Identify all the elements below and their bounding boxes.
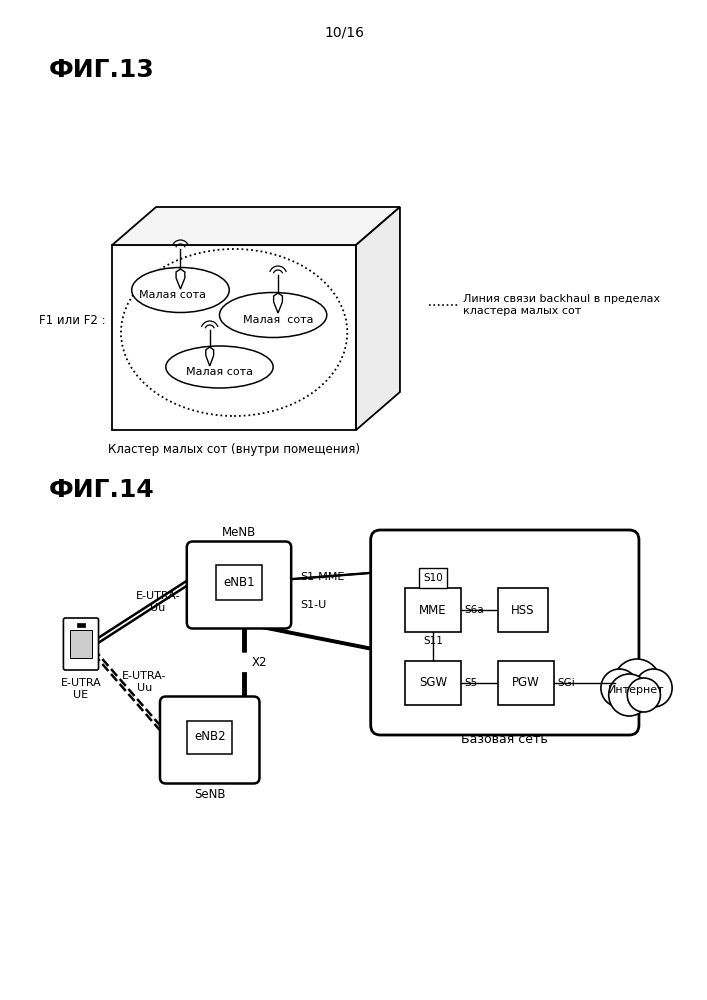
- Bar: [498, 661, 554, 705]
- Bar: [405, 661, 462, 705]
- Polygon shape: [112, 207, 400, 245]
- Text: SGW: SGW: [419, 676, 448, 690]
- Bar: [419, 568, 447, 588]
- Bar: [216, 564, 262, 599]
- FancyBboxPatch shape: [64, 618, 98, 670]
- Text: MME: MME: [419, 603, 447, 616]
- Text: 10/16: 10/16: [325, 25, 364, 39]
- Polygon shape: [176, 269, 185, 289]
- Text: S10: S10: [423, 573, 443, 583]
- Text: E-UTRA-
Uu: E-UTRA- Uu: [136, 591, 180, 613]
- Polygon shape: [112, 245, 356, 430]
- Text: eNB2: eNB2: [194, 730, 226, 744]
- Text: S1-MME: S1-MME: [300, 572, 344, 582]
- FancyBboxPatch shape: [370, 530, 639, 735]
- Text: S5: S5: [464, 678, 478, 688]
- Bar: [77, 623, 85, 627]
- Circle shape: [635, 669, 672, 707]
- FancyBboxPatch shape: [160, 696, 259, 784]
- Text: S1-U: S1-U: [300, 600, 326, 610]
- Text: Базовая сеть: Базовая сеть: [462, 733, 548, 746]
- Ellipse shape: [132, 267, 229, 312]
- FancyBboxPatch shape: [187, 542, 291, 629]
- Text: E-UTRA-
Uu: E-UTRA- Uu: [122, 671, 167, 693]
- Text: ФИГ.14: ФИГ.14: [49, 478, 155, 502]
- Circle shape: [609, 674, 650, 716]
- Text: MeNB: MeNB: [222, 526, 256, 540]
- Text: F1 или F2 :: F1 или F2 :: [39, 314, 105, 326]
- Circle shape: [627, 678, 660, 712]
- Text: Интернет: Интернет: [608, 685, 665, 695]
- Text: E-UTRA
UE: E-UTRA UE: [61, 678, 101, 700]
- Text: Малая  сота: Малая сота: [243, 315, 313, 325]
- Text: eNB1: eNB1: [223, 576, 255, 588]
- Ellipse shape: [166, 346, 273, 388]
- Ellipse shape: [219, 292, 327, 338]
- Bar: [498, 588, 548, 632]
- Text: PGW: PGW: [512, 676, 539, 690]
- Text: HSS: HSS: [511, 603, 534, 616]
- Bar: [187, 720, 232, 754]
- Text: SeNB: SeNB: [194, 788, 226, 800]
- Text: S11: S11: [423, 636, 443, 646]
- Text: S6a: S6a: [464, 605, 484, 615]
- Bar: [405, 588, 462, 632]
- Text: Малая сота: Малая сота: [139, 290, 206, 300]
- Polygon shape: [274, 293, 282, 313]
- Polygon shape: [356, 207, 400, 430]
- Text: X2: X2: [252, 656, 267, 669]
- Polygon shape: [206, 347, 214, 366]
- Bar: [70, 630, 92, 658]
- Circle shape: [614, 659, 660, 707]
- Text: ФИГ.13: ФИГ.13: [49, 58, 155, 82]
- Text: Линия связи backhaul в пределах
кластера малых сот: Линия связи backhaul в пределах кластера…: [463, 294, 660, 316]
- Text: Кластер малых сот (внутри помещения): Кластер малых сот (внутри помещения): [108, 444, 360, 456]
- Text: SGi: SGi: [557, 678, 575, 688]
- Text: Малая сота: Малая сота: [186, 367, 253, 377]
- Circle shape: [601, 669, 638, 707]
